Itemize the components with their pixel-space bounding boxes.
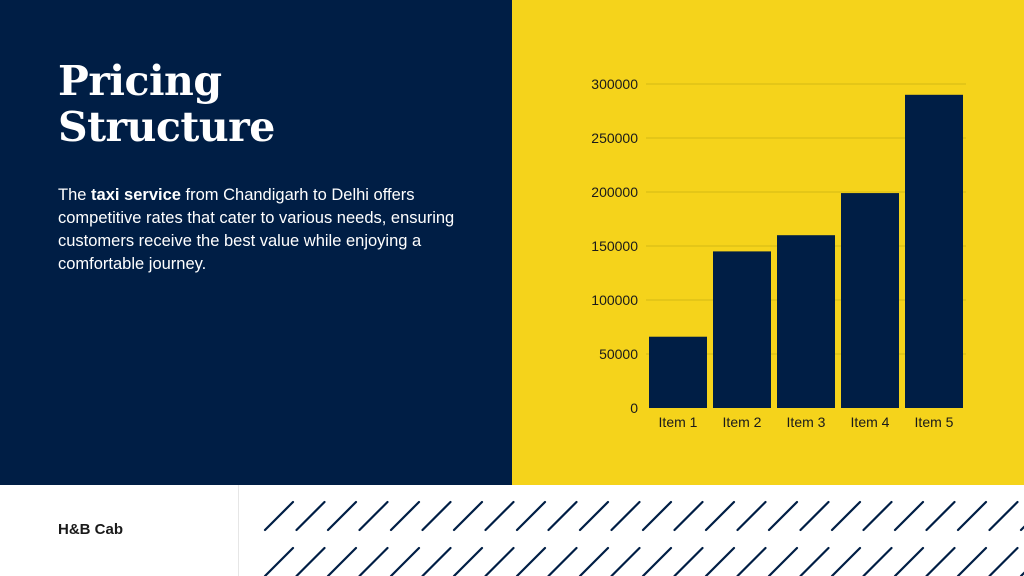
stripe-line bbox=[421, 500, 452, 532]
bar bbox=[841, 193, 899, 408]
stripe-line bbox=[673, 500, 704, 532]
stripe-line bbox=[263, 546, 295, 576]
stripe-line bbox=[452, 546, 484, 576]
y-tick-label: 200000 bbox=[591, 184, 638, 200]
footer bbox=[0, 485, 1024, 576]
stripe-line bbox=[988, 500, 1019, 532]
title-line-1: Pricing bbox=[58, 57, 222, 105]
stripe-line bbox=[893, 546, 925, 576]
stripe-line bbox=[326, 546, 358, 576]
stripe-line bbox=[862, 500, 893, 532]
stripe-line bbox=[358, 546, 389, 576]
stripe-line bbox=[641, 546, 673, 576]
stripe-line bbox=[578, 500, 610, 532]
x-tick-label: Item 5 bbox=[915, 414, 954, 430]
body-paragraph: The taxi service from Chandigarh to Delh… bbox=[58, 184, 458, 276]
stripe-line bbox=[736, 500, 767, 532]
stripe-line bbox=[767, 500, 799, 532]
stripe-line bbox=[673, 546, 704, 576]
stripe-line bbox=[799, 500, 830, 532]
stripe-line bbox=[704, 546, 736, 576]
stripe-line bbox=[641, 500, 673, 532]
stripe-line bbox=[704, 500, 736, 532]
y-tick-label: 0 bbox=[630, 400, 638, 416]
title-line-2: Structure bbox=[58, 103, 275, 151]
stripe-line bbox=[862, 546, 893, 576]
bar bbox=[649, 336, 707, 408]
stripe-line bbox=[515, 546, 547, 576]
stripe-line bbox=[767, 546, 799, 576]
x-tick-label: Item 1 bbox=[659, 414, 698, 430]
bar bbox=[905, 94, 963, 409]
stripe-line bbox=[263, 500, 295, 532]
stripe-line bbox=[515, 500, 547, 532]
body-text-end: from Chandigarh to Delhi offers competit… bbox=[58, 186, 455, 273]
stripe-line bbox=[893, 500, 925, 532]
bar bbox=[777, 235, 835, 408]
diagonal-stripes-decoration bbox=[263, 500, 1024, 576]
slide-title: Pricing Structure bbox=[58, 58, 275, 150]
y-tick-label: 50000 bbox=[599, 346, 638, 362]
x-tick-label: Item 2 bbox=[723, 414, 762, 430]
body-text-start: The bbox=[58, 186, 92, 204]
stripe-line bbox=[736, 546, 767, 576]
stripe-line bbox=[295, 546, 326, 576]
stripe-line bbox=[421, 546, 452, 576]
left-panel bbox=[0, 0, 512, 485]
stripe-line bbox=[956, 500, 988, 532]
stripe-line bbox=[988, 546, 1019, 576]
stripe-line bbox=[484, 546, 515, 576]
stripe-line bbox=[799, 546, 830, 576]
stripe-line bbox=[326, 500, 358, 532]
stripe-line bbox=[610, 500, 641, 532]
stripe-line bbox=[358, 500, 389, 532]
x-tick-label: Item 3 bbox=[787, 414, 826, 430]
stripe-line bbox=[547, 500, 578, 532]
stripe-line bbox=[389, 500, 421, 532]
stripe-line bbox=[452, 500, 484, 532]
bar-chart: 0 50000 100000 150000 200000 250000 300000 Item… bbox=[591, 76, 966, 430]
stripe-line bbox=[547, 546, 578, 576]
y-tick-label: 150000 bbox=[591, 238, 638, 254]
stripe-line bbox=[389, 546, 421, 576]
stripe-line bbox=[610, 546, 641, 576]
stripe-line bbox=[956, 546, 988, 576]
stripe-line bbox=[484, 500, 515, 532]
bar bbox=[713, 251, 771, 408]
stripe-line bbox=[295, 500, 326, 532]
body-text-bold: taxi service bbox=[91, 186, 181, 204]
y-tick-label: 100000 bbox=[591, 292, 638, 308]
stripe-line bbox=[578, 546, 610, 576]
stripe-line bbox=[925, 546, 956, 576]
brand-name: H&B Cab bbox=[58, 521, 124, 538]
stripe-line bbox=[830, 500, 862, 532]
footer-divider bbox=[238, 485, 239, 576]
x-tick-label: Item 4 bbox=[851, 414, 890, 430]
y-tick-label: 300000 bbox=[591, 76, 638, 92]
stripe-line bbox=[925, 500, 956, 532]
stripe-line bbox=[830, 546, 862, 576]
y-tick-label: 250000 bbox=[591, 130, 638, 146]
